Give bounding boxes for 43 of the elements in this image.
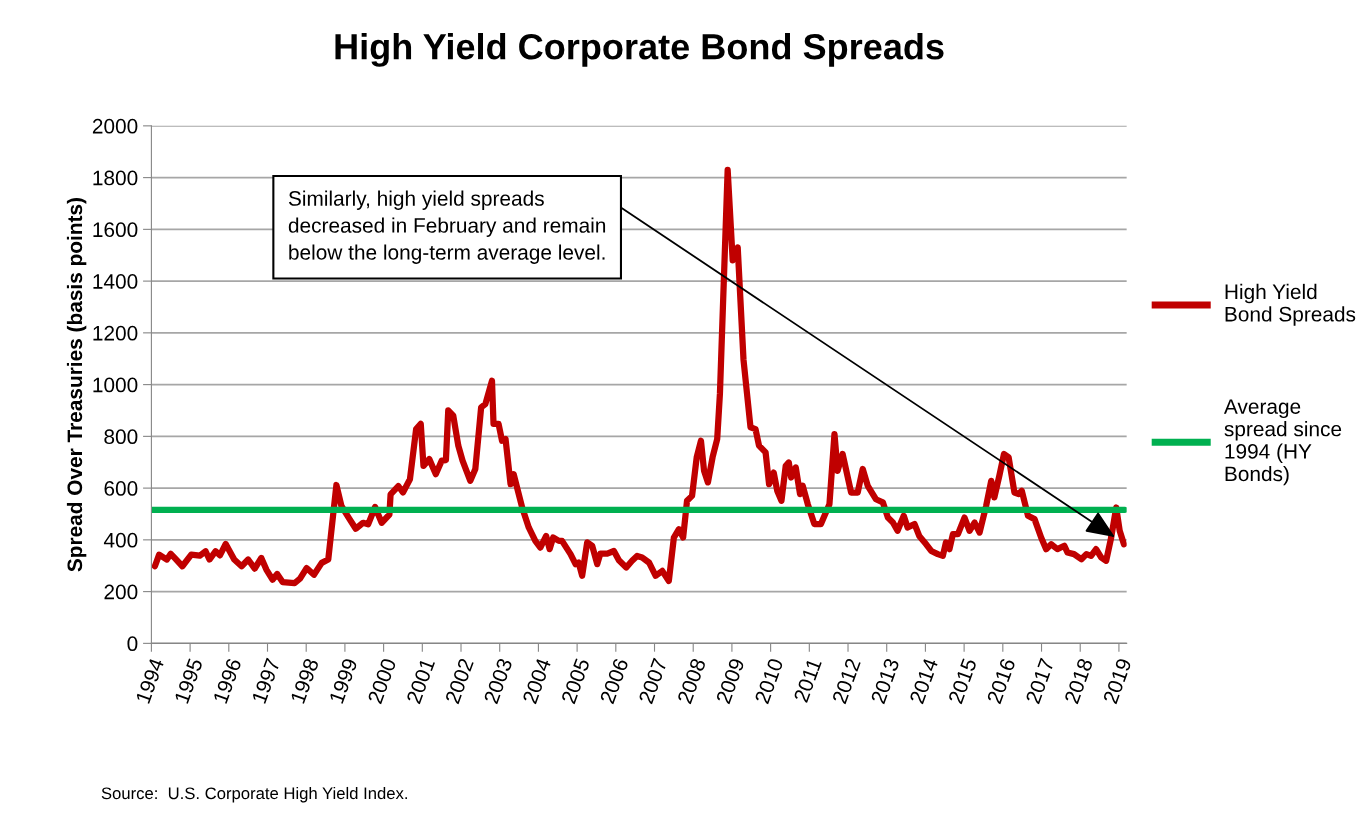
x-tick-label: 2013: [870, 657, 900, 705]
legend-label: Average spread since 1994 (HY Bonds): [1223, 399, 1342, 486]
x-tick-label: 2019: [1102, 657, 1132, 705]
x-tick-label: 2012: [831, 657, 861, 705]
y-tick-label: 0: [127, 636, 138, 652]
x-tick-label: 2016: [986, 657, 1016, 705]
x-tick-label: 1996: [212, 657, 242, 704]
x-tick-label: 2014: [909, 657, 939, 705]
x-tick-label: 2018: [1064, 657, 1094, 705]
x-tick-label: 1995: [174, 657, 203, 704]
chart-title: High Yield Corporate Bond Spreads: [335, 33, 944, 67]
source-note: Source: U.S. Corporate High Yield Index.: [101, 786, 407, 803]
y-tick-label: 2000: [92, 118, 138, 134]
y-tick-label: 1600: [93, 222, 138, 238]
x-tick-label: 2008: [677, 657, 707, 705]
x-tick-label: 2000: [367, 657, 397, 705]
x-tick-label: 1997: [251, 657, 281, 704]
x-tick-label: 2004: [522, 657, 552, 705]
y-tick-label: 1400: [93, 274, 138, 289]
x-tick-label: 2010: [754, 657, 784, 705]
y-tick-label: 600: [104, 481, 138, 496]
x-tick-label: 2006: [599, 657, 629, 705]
x-tick-label: 1998: [290, 657, 320, 704]
x-tick-label: 1994: [135, 657, 165, 704]
x-tick-label: 2005: [560, 657, 590, 705]
x-tick-label: 2017: [1025, 657, 1055, 705]
annotation: Similarly, high yield spreads decreased in February and remain below the long-term average level.: [288, 190, 606, 264]
x-tick-label: 2001: [406, 657, 436, 705]
y-tick-label: 400: [103, 532, 138, 548]
y-axis-title: Spread Over Treasuries (basis points): [66, 198, 87, 572]
y-tick-label: 1200: [93, 325, 138, 341]
x-tick-label: 2015: [947, 657, 977, 705]
y-tick-label: 200: [104, 584, 138, 600]
x-tick-label: 2003: [483, 657, 513, 705]
x-tick-label: 2011: [793, 657, 822, 703]
legend-label: High Yield Bond Spreads: [1225, 283, 1356, 326]
y-tick-label: 1800: [93, 170, 138, 186]
x-tick-label: 2009: [715, 657, 745, 705]
y-tick-label: 1000: [93, 377, 138, 393]
x-tick-label: 1999: [328, 657, 358, 704]
x-tick-label: 2002: [444, 657, 474, 705]
x-tick-label: 2007: [638, 657, 668, 705]
y-tick-label: 800: [104, 429, 138, 445]
